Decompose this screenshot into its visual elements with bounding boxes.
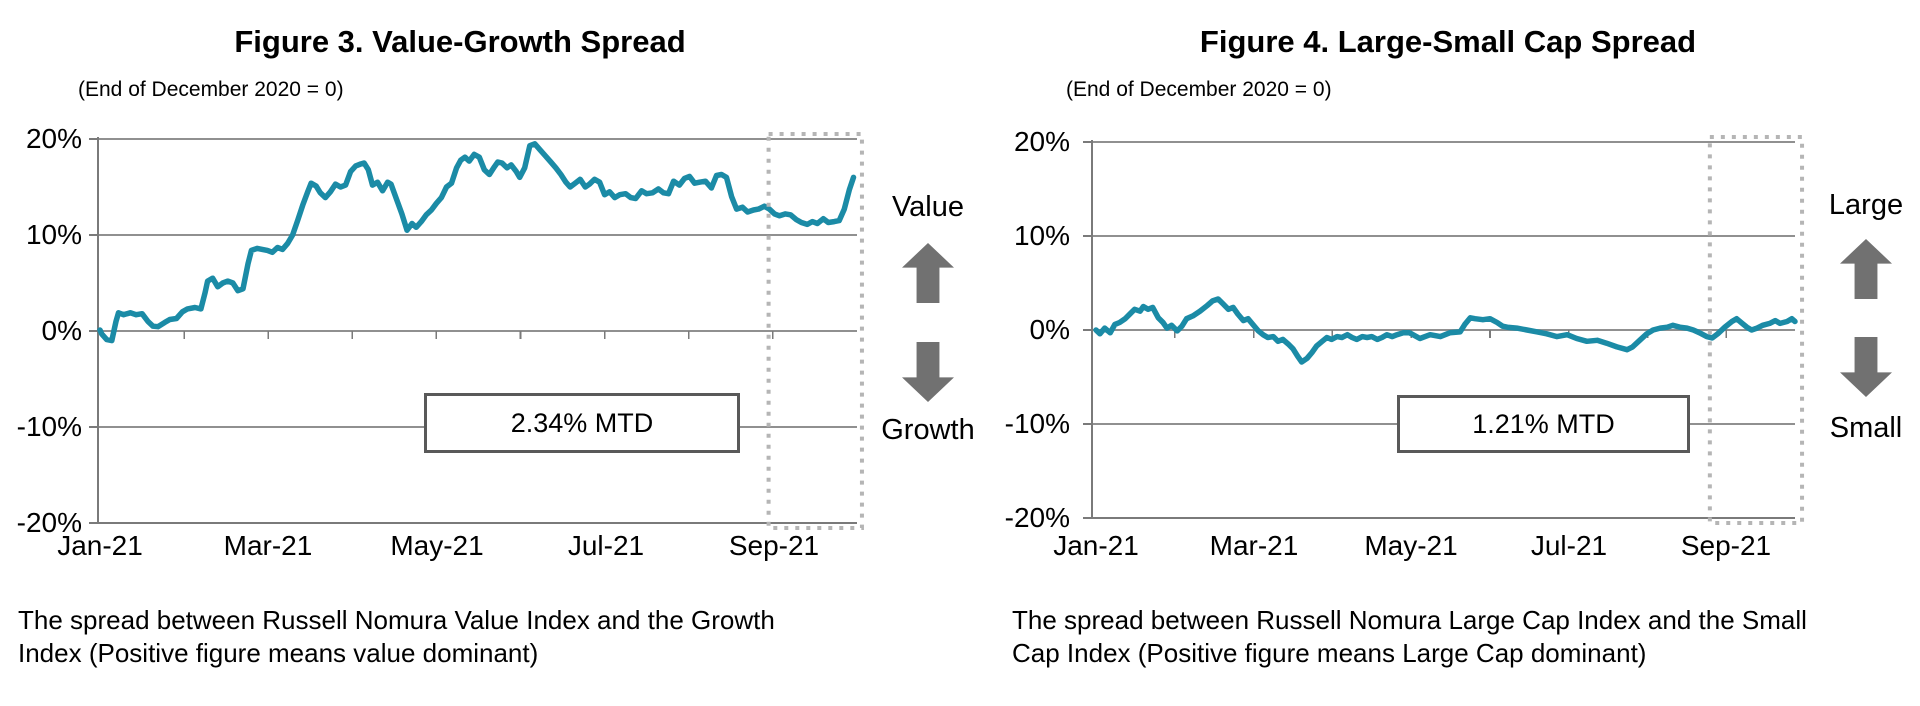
y-tick-label: -10%: [16, 411, 82, 442]
y-tick-label: 0%: [1029, 314, 1070, 345]
figure3-subtitle: (End of December 2020 = 0): [78, 78, 344, 101]
figure3-title: Figure 3. Value-Growth Spread: [234, 24, 686, 59]
y-tick-label: 0%: [41, 315, 82, 346]
figure4-title: Figure 4. Large-Small Cap Spread: [1199, 24, 1697, 59]
x-tick-label: Jan-21: [1053, 530, 1139, 561]
x-tick-label: May-21: [1364, 530, 1458, 561]
series-line: [1093, 296, 1798, 365]
growth-side-label: Growth: [881, 414, 975, 446]
highlight-period-box: [1707, 135, 1805, 525]
x-tick-label: Jul-21: [567, 530, 645, 561]
mtd-annotation-label: 2.34% MTD: [510, 407, 654, 438]
y-tick-label: 20%: [25, 123, 82, 154]
y-tick-label: 10%: [1013, 220, 1070, 251]
x-tick-label: Sep-21: [1680, 530, 1772, 561]
large-side-label: Large: [1828, 189, 1904, 221]
highlight-period-box: [766, 132, 864, 530]
y-tick-label: 20%: [1013, 126, 1070, 157]
figure4-caption-line2: Cap Index (Positive figure means Large C…: [1012, 638, 1647, 668]
small-side-label: Small: [1829, 412, 1903, 444]
x-tick-label: Mar-21: [223, 530, 313, 561]
figure3-caption-line1: The spread between Russell Nomura Value …: [18, 605, 775, 635]
y-tick-label: 10%: [25, 219, 82, 250]
figure3-caption-line2: Index (Positive figure means value domin…: [18, 638, 539, 668]
figure4-caption-line1: The spread between Russell Nomura Large …: [1012, 605, 1807, 635]
x-tick-label: May-21: [390, 530, 484, 561]
y-tick-label: -20%: [1004, 502, 1070, 533]
x-tick-label: Jul-21: [1530, 530, 1608, 561]
series-line: [97, 141, 857, 344]
y-tick-label: -20%: [16, 507, 82, 538]
figure4-subtitle: (End of December 2020 = 0): [1066, 78, 1332, 101]
mtd-annotation-box: 2.34% MTD: [424, 393, 740, 453]
mtd-annotation-label: 1.21% MTD: [1472, 408, 1615, 439]
value-side-label: Value: [891, 191, 965, 223]
y-tick-label: -10%: [1004, 408, 1070, 439]
x-tick-label: Mar-21: [1209, 530, 1299, 561]
mtd-annotation-box: 1.21% MTD: [1397, 395, 1690, 453]
x-tick-label: Jan-21: [57, 530, 143, 561]
x-tick-label: Sep-21: [728, 530, 820, 561]
